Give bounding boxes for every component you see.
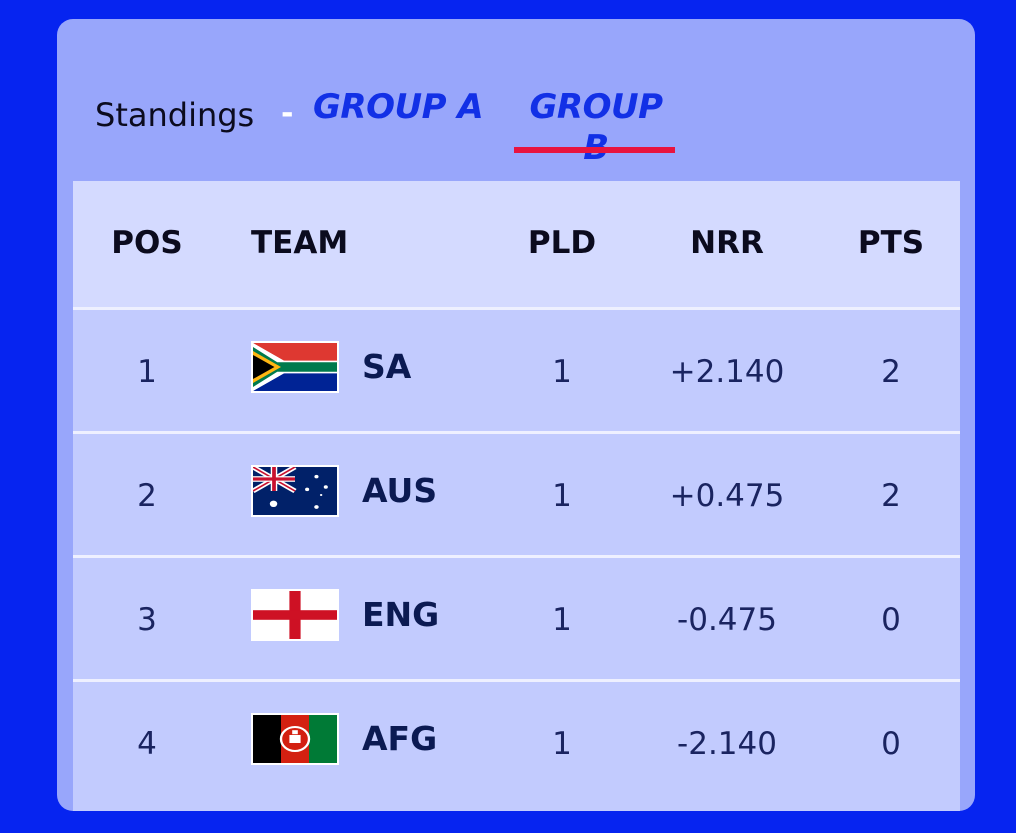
- team-name: AFG: [362, 719, 438, 758]
- column-header-nrr: NRR: [690, 225, 764, 261]
- tab-group-a[interactable]: GROUP A: [313, 87, 484, 127]
- row-points: 2: [881, 354, 901, 390]
- row-nrr: +2.140: [669, 354, 785, 390]
- south-africa-flag-icon: [251, 341, 339, 393]
- afghanistan-flag-icon: [251, 713, 339, 765]
- standings-title: Standings: [95, 96, 255, 134]
- title-separator: -: [281, 96, 294, 131]
- row-played: 1: [552, 478, 572, 514]
- column-header-pld: PLD: [527, 225, 597, 261]
- row-position: 4: [137, 726, 157, 762]
- table-row[interactable]: 2 AUS 1: [73, 431, 960, 555]
- row-nrr: +0.475: [669, 478, 785, 514]
- column-header-pts: PTS: [857, 225, 925, 261]
- australia-flag-icon: [251, 465, 339, 517]
- table-row[interactable]: 1 SA 1 +2.140 2: [73, 307, 960, 431]
- row-nrr: -2.140: [677, 726, 777, 762]
- tab-group-b[interactable]: GROUP B: [529, 87, 663, 168]
- row-points: 2: [881, 478, 901, 514]
- row-position: 3: [137, 602, 157, 638]
- table-row[interactable]: 4 AFG 1 -2.140 0: [73, 679, 960, 811]
- team-name: AUS: [362, 471, 438, 510]
- team-name: ENG: [362, 595, 440, 634]
- team-name: SA: [362, 347, 412, 386]
- row-played: 1: [552, 354, 572, 390]
- row-points: 0: [881, 726, 901, 762]
- table-row[interactable]: 3 ENG 1 -0.475 0: [73, 555, 960, 679]
- row-played: 1: [552, 726, 572, 762]
- row-position: 2: [137, 478, 157, 514]
- table-header: POS TEAM PLD NRR PTS: [73, 181, 960, 307]
- standings-card: Standings - GROUP A GROUP B POS TEAM PLD…: [57, 19, 975, 811]
- row-points: 0: [881, 602, 901, 638]
- standings-table: POS TEAM PLD NRR PTS 1 SA 1: [73, 181, 960, 811]
- row-nrr: -0.475: [677, 602, 777, 638]
- row-played: 1: [552, 602, 572, 638]
- column-header-pos: POS: [111, 225, 183, 261]
- england-flag-icon: [251, 589, 339, 641]
- row-position: 1: [137, 354, 157, 390]
- standings-header: Standings - GROUP A GROUP B: [57, 19, 975, 181]
- column-header-team: TEAM: [251, 225, 349, 261]
- active-tab-indicator: [514, 147, 675, 153]
